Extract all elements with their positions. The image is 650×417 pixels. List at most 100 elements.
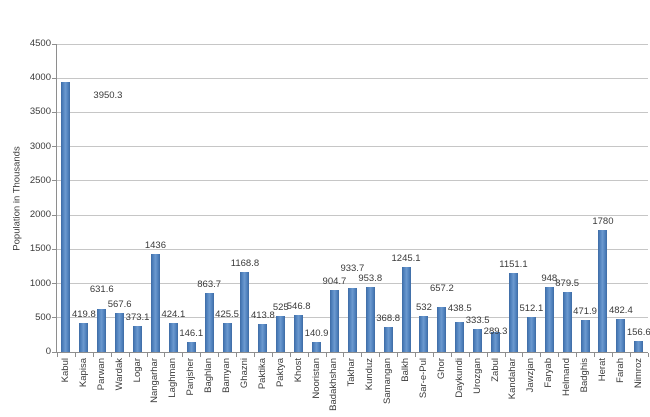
x-axis-tick (253, 353, 255, 357)
x-axis-tick (468, 353, 470, 357)
bar-value-label: 948 (541, 273, 558, 284)
x-axis-tick (307, 353, 309, 357)
x-axis-tick (110, 353, 112, 357)
bar-value-label: 546.8 (286, 301, 311, 312)
y-axis-tick-label: 3500 (29, 106, 51, 118)
x-axis-tick-label: Ghazni (238, 358, 250, 389)
y-axis-tick-label: 2500 (29, 174, 51, 186)
bar-value-label: 425.5 (215, 309, 239, 320)
x-axis-tick (558, 353, 560, 357)
gridline (57, 180, 648, 182)
bar (204, 293, 214, 352)
bar (222, 323, 232, 352)
bar (526, 317, 536, 352)
x-axis-tick (611, 353, 613, 357)
bar-value-label: 904.7 (322, 276, 347, 287)
x-axis-tick-label: Bamyan (221, 358, 233, 393)
gridline (57, 248, 648, 250)
bar (419, 316, 429, 352)
bar (634, 341, 644, 352)
x-axis-tick-label: Kunduz (364, 358, 376, 391)
bar-value-label: 657.2 (429, 283, 454, 294)
x-axis-tick (361, 353, 363, 357)
x-axis-tick-label: Nangarhar (149, 358, 161, 403)
y-axis-tick-label: 0 (45, 346, 51, 357)
bar-value-label: 156.6 (626, 327, 650, 338)
bar-value-label: 289.3 (483, 326, 508, 337)
x-axis-tick-label: Wardak (113, 358, 125, 391)
bar-value-label: 140.9 (304, 328, 329, 339)
x-axis-tick-label: Daykundi (453, 358, 465, 398)
bar (508, 273, 518, 352)
bar (312, 342, 322, 352)
x-axis-tick (74, 353, 76, 357)
y-axis-tick (52, 351, 57, 353)
x-axis-tick-label: Zabul (489, 358, 501, 382)
y-axis-line (56, 44, 57, 352)
bar-value-label: 413.8 (250, 310, 275, 321)
y-axis-tick (52, 43, 57, 45)
x-axis-tick-label: Jawzjan (525, 358, 537, 393)
x-axis-tick (325, 353, 327, 357)
x-axis-tick-label: Badakhshan (328, 358, 340, 411)
x-axis-tick (415, 353, 416, 357)
bar (347, 288, 357, 352)
x-axis-tick-label: Paktika (256, 358, 268, 390)
bar (61, 82, 71, 352)
bar (276, 316, 286, 352)
x-axis-tick (218, 353, 220, 357)
bar-value-label: 1151.1 (499, 259, 528, 270)
x-axis-tick-label: Kapisa (77, 358, 89, 388)
gridline (57, 146, 648, 148)
gridline (57, 43, 648, 45)
bar-value-label: 879.5 (555, 278, 580, 289)
x-axis-tick-label: Helmand (561, 358, 573, 397)
x-axis-tick-label: Nooristan (310, 358, 322, 399)
x-axis-tick-label: Ghor (435, 358, 447, 380)
x-axis-tick-label: Logar (131, 358, 143, 383)
x-axis-tick (432, 353, 434, 357)
gridline (57, 214, 648, 216)
bar (473, 329, 483, 352)
x-axis-tick-label: Kabul (59, 358, 71, 383)
y-axis-tick-label: 4500 (29, 38, 51, 49)
bar-value-label: 525 (272, 302, 289, 313)
y-axis-tick-label: 1000 (29, 277, 51, 289)
bar-value-label: 3950.3 (93, 90, 123, 101)
x-axis-tick-label: Takhar (346, 358, 358, 387)
bar-value-label: 471.9 (573, 306, 597, 317)
bar (240, 272, 250, 352)
y-axis-tick (52, 317, 57, 319)
gridline (57, 111, 648, 113)
x-axis-tick-label: Kandahar (507, 358, 519, 400)
x-axis-tick (397, 353, 399, 357)
bar (491, 332, 501, 352)
x-axis-tick (540, 353, 542, 357)
bar-value-label: 146.1 (179, 328, 204, 339)
x-axis-tick-label: Parwan (95, 358, 107, 391)
bar (383, 327, 393, 352)
bar-value-label: 953.8 (358, 273, 383, 284)
y-axis-tick (52, 180, 57, 182)
bar (258, 324, 268, 352)
x-axis-tick-label: Herat (596, 358, 608, 382)
x-axis-tick (629, 353, 631, 357)
x-axis-tick-label: Balkh (400, 358, 412, 382)
gridline (57, 283, 648, 285)
y-axis-tick-label: 3000 (29, 140, 51, 152)
bar (329, 290, 339, 352)
bar (455, 322, 465, 352)
y-axis-tick-label: 2000 (29, 209, 51, 221)
bar-value-label: 419.8 (71, 309, 96, 320)
x-axis-tick (236, 353, 237, 357)
x-axis-tick-label: Nimroz (632, 358, 644, 389)
x-axis-tick (594, 353, 595, 357)
x-axis-tick (164, 353, 166, 357)
x-axis-line (56, 352, 648, 353)
x-axis-tick (182, 353, 184, 357)
bar (186, 342, 196, 352)
x-axis-tick-label: Khost (292, 358, 304, 383)
bar-value-label: 1436 (144, 240, 166, 251)
y-axis-tick-label: 1500 (29, 243, 51, 255)
